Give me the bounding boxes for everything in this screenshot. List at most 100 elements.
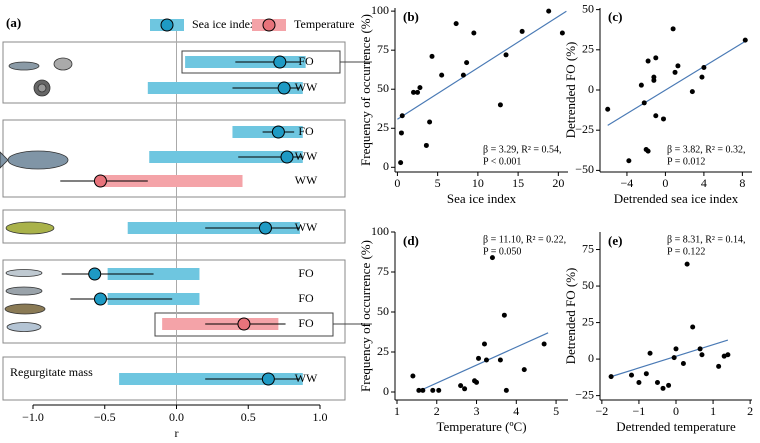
legend-label: Sea ice index bbox=[192, 17, 256, 31]
point bbox=[271, 125, 285, 139]
annotation: P = 0.122 bbox=[667, 246, 705, 257]
point bbox=[462, 386, 468, 392]
icons bbox=[0, 57, 73, 332]
point bbox=[725, 352, 731, 358]
trend-line bbox=[416, 332, 549, 393]
x-tick-label: 20 bbox=[552, 176, 564, 190]
point bbox=[636, 379, 642, 385]
y-tick-label: 0 bbox=[588, 82, 594, 96]
point bbox=[670, 26, 676, 32]
point bbox=[541, 341, 547, 347]
point bbox=[519, 28, 525, 34]
y-axis-label: Frequency of occurrence (%) bbox=[358, 240, 373, 392]
x-tick-label: −1.0 bbox=[22, 410, 44, 424]
point bbox=[458, 383, 464, 389]
point bbox=[416, 387, 422, 393]
point bbox=[417, 85, 423, 91]
point bbox=[93, 174, 107, 188]
row-label: FO bbox=[298, 266, 314, 280]
range-bar bbox=[100, 175, 243, 187]
row-label: FO bbox=[298, 54, 314, 68]
y-tick-label: −25 bbox=[575, 387, 594, 401]
x-tick-label: 0.5 bbox=[241, 410, 256, 424]
y-tick-label: 0 bbox=[588, 351, 594, 365]
row-label: WW bbox=[295, 149, 318, 163]
point bbox=[690, 324, 696, 330]
point bbox=[261, 372, 275, 386]
trend-line bbox=[610, 339, 729, 378]
x-tick-label: 10 bbox=[472, 176, 484, 190]
point bbox=[660, 116, 666, 122]
point bbox=[716, 363, 722, 369]
point bbox=[699, 352, 705, 358]
point bbox=[672, 69, 678, 75]
x-tick-label: 4 bbox=[701, 176, 707, 190]
x-tick-label: 1.0 bbox=[313, 410, 328, 424]
x-axis-label: r bbox=[175, 426, 179, 440]
point bbox=[684, 261, 690, 267]
panel-label: (b) bbox=[403, 9, 419, 24]
range-bar bbox=[147, 82, 303, 94]
x-tick-label: −2 bbox=[595, 404, 608, 418]
y-tick-label: 75 bbox=[377, 42, 389, 56]
x-axis-label: Detrended temperature bbox=[616, 419, 736, 434]
y-axis-label: Detrended FO (%) bbox=[563, 268, 578, 365]
x-axis-label: Sea ice index bbox=[447, 191, 517, 206]
x-tick-label: 3 bbox=[474, 404, 480, 418]
y-tick-label: 50 bbox=[582, 1, 594, 15]
y-tick-label: 100 bbox=[371, 224, 389, 238]
annotation: β = 8.31, R² = 0.14, bbox=[667, 234, 746, 245]
point bbox=[258, 221, 272, 235]
point bbox=[742, 37, 748, 43]
point bbox=[464, 60, 470, 66]
point bbox=[638, 82, 644, 88]
group-label: Regurgitate mass bbox=[10, 365, 93, 379]
point bbox=[673, 346, 679, 352]
row-label: FO bbox=[298, 124, 314, 138]
x-tick-label: 2 bbox=[434, 404, 440, 418]
x-axis-label: Detrended sea ice index bbox=[614, 191, 739, 206]
x-tick-label: 4 bbox=[513, 404, 519, 418]
y-tick-label: −25 bbox=[575, 122, 594, 136]
point bbox=[237, 317, 251, 331]
annotation: β = 3.82, R² = 0.32, bbox=[667, 144, 746, 155]
point bbox=[666, 382, 672, 388]
point bbox=[645, 148, 651, 154]
point bbox=[701, 64, 707, 70]
annotation: P = 0.050 bbox=[483, 246, 521, 257]
range-bar bbox=[149, 151, 303, 163]
x-tick-label: 8 bbox=[739, 176, 745, 190]
point bbox=[420, 387, 426, 393]
x-tick-label: 0 bbox=[673, 404, 679, 418]
legend-label: Temperature bbox=[294, 17, 354, 31]
point bbox=[629, 372, 635, 378]
annotation: P < 0.001 bbox=[483, 156, 521, 167]
x-tick-label: 1 bbox=[710, 404, 716, 418]
point bbox=[689, 89, 695, 95]
point bbox=[671, 355, 677, 361]
point bbox=[429, 53, 435, 59]
point bbox=[439, 72, 445, 78]
point bbox=[660, 385, 666, 391]
point bbox=[605, 106, 611, 112]
y-axis-label: Detrended FO (%) bbox=[563, 42, 578, 139]
point bbox=[675, 63, 681, 69]
point bbox=[680, 360, 686, 366]
panel-label: (e) bbox=[608, 233, 622, 248]
y-tick-label: 25 bbox=[377, 344, 389, 358]
legend-marker bbox=[160, 18, 174, 32]
point bbox=[651, 74, 657, 80]
point bbox=[481, 341, 487, 347]
annotation: β = 11.10, R² = 0.22, bbox=[483, 234, 566, 245]
point bbox=[411, 89, 417, 95]
point bbox=[497, 102, 503, 108]
point bbox=[476, 355, 482, 361]
point bbox=[654, 379, 660, 385]
point bbox=[608, 374, 614, 380]
y-tick-label: 75 bbox=[377, 264, 389, 278]
point bbox=[280, 150, 294, 164]
y-tick-label: 25 bbox=[582, 314, 594, 328]
point bbox=[483, 357, 489, 363]
y-tick-label: 25 bbox=[377, 120, 389, 134]
